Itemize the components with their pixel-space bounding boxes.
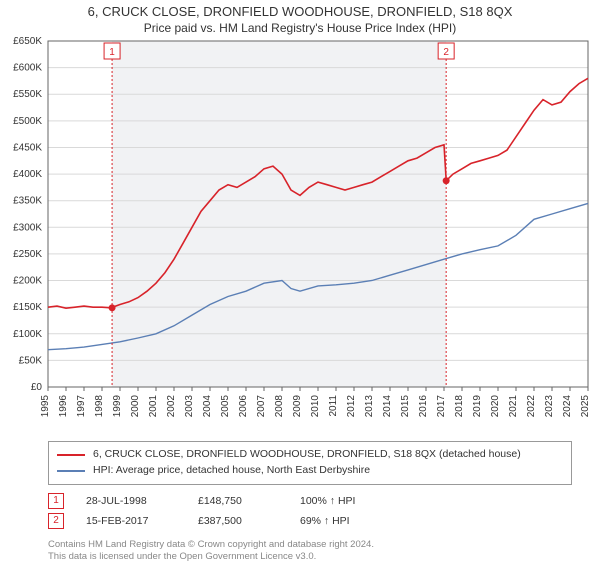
title-sub: Price paid vs. HM Land Registry's House … [0, 21, 600, 35]
svg-text:£150K: £150K [13, 302, 42, 313]
svg-text:2023: 2023 [544, 395, 555, 418]
svg-text:2004: 2004 [202, 395, 213, 418]
svg-text:2012: 2012 [346, 395, 357, 418]
sale-row: 2 15-FEB-2017 £387,500 69% ↑ HPI [48, 511, 572, 531]
svg-text:2020: 2020 [490, 395, 501, 418]
svg-text:2005: 2005 [220, 395, 231, 418]
sale-price: £387,500 [198, 515, 278, 527]
svg-text:£100K: £100K [13, 329, 42, 340]
svg-text:2022: 2022 [526, 395, 537, 418]
svg-text:£250K: £250K [13, 249, 42, 260]
svg-text:2015: 2015 [400, 395, 411, 418]
svg-text:2010: 2010 [310, 395, 321, 418]
svg-text:£500K: £500K [13, 116, 42, 127]
svg-text:2016: 2016 [418, 395, 429, 418]
sale-price: £148,750 [198, 495, 278, 507]
svg-text:2: 2 [443, 47, 449, 58]
footer-line: This data is licensed under the Open Gov… [48, 551, 572, 563]
legend: 6, CRUCK CLOSE, DRONFIELD WOODHOUSE, DRO… [48, 441, 572, 485]
svg-text:2000: 2000 [130, 395, 141, 418]
svg-text:2007: 2007 [256, 395, 267, 418]
svg-text:2024: 2024 [562, 395, 573, 418]
svg-text:£650K: £650K [13, 36, 42, 47]
svg-text:1995: 1995 [40, 395, 51, 418]
sale-point-1 [109, 304, 116, 311]
svg-text:£200K: £200K [13, 276, 42, 287]
svg-text:£0: £0 [31, 382, 43, 393]
svg-text:2017: 2017 [436, 395, 447, 418]
svg-text:£600K: £600K [13, 63, 42, 74]
svg-text:2002: 2002 [166, 395, 177, 418]
svg-text:2021: 2021 [508, 395, 519, 418]
sale-date: 15-FEB-2017 [86, 515, 176, 527]
title-main: 6, CRUCK CLOSE, DRONFIELD WOODHOUSE, DRO… [0, 4, 600, 19]
chart-area: £0 £50K £100K £150K £200K £250K £300K £350K £400… [0, 35, 600, 435]
sale-pct: 100% ↑ HPI [300, 495, 400, 507]
svg-text:£450K: £450K [13, 142, 42, 153]
footer: Contains HM Land Registry data © Crown c… [48, 539, 572, 563]
footer-line: Contains HM Land Registry data © Crown c… [48, 539, 572, 551]
svg-text:2025: 2025 [580, 395, 591, 418]
legend-item: 6, CRUCK CLOSE, DRONFIELD WOODHOUSE, DRO… [57, 447, 563, 463]
svg-text:2008: 2008 [274, 395, 285, 418]
chart-container: 6, CRUCK CLOSE, DRONFIELD WOODHOUSE, DRO… [0, 0, 600, 560]
svg-text:£50K: £50K [19, 355, 43, 366]
sale-row: 1 28-JUL-1998 £148,750 100% ↑ HPI [48, 491, 572, 511]
svg-text:1999: 1999 [112, 395, 123, 418]
sales-table: 1 28-JUL-1998 £148,750 100% ↑ HPI 2 15-FEB-20… [48, 491, 572, 531]
titles: 6, CRUCK CLOSE, DRONFIELD WOODHOUSE, DRO… [0, 0, 600, 35]
legend-label: HPI: Average price, detached house, Nort… [93, 463, 370, 479]
svg-text:2009: 2009 [292, 395, 303, 418]
svg-text:2003: 2003 [184, 395, 195, 418]
legend-label: 6, CRUCK CLOSE, DRONFIELD WOODHOUSE, DRO… [93, 447, 521, 463]
svg-text:1996: 1996 [58, 395, 69, 418]
chart-svg: £0 £50K £100K £150K £200K £250K £300K £350K £400… [0, 35, 600, 435]
legend-swatch [57, 470, 85, 472]
svg-text:2014: 2014 [382, 395, 393, 418]
svg-text:£400K: £400K [13, 169, 42, 180]
legend-swatch [57, 454, 85, 456]
svg-text:1997: 1997 [76, 395, 87, 418]
sale-date: 28-JUL-1998 [86, 495, 176, 507]
sale-point-2 [443, 177, 450, 184]
sale-pct: 69% ↑ HPI [300, 515, 400, 527]
sale-badge: 1 [48, 493, 64, 509]
legend-item: HPI: Average price, detached house, Nort… [57, 463, 563, 479]
svg-text:£300K: £300K [13, 222, 42, 233]
sale-badge: 2 [48, 513, 64, 529]
svg-text:£550K: £550K [13, 89, 42, 100]
svg-text:£350K: £350K [13, 196, 42, 207]
svg-text:2011: 2011 [328, 395, 339, 417]
svg-text:1998: 1998 [94, 395, 105, 418]
svg-text:1: 1 [109, 47, 115, 58]
svg-text:2013: 2013 [364, 395, 375, 418]
svg-text:2018: 2018 [454, 395, 465, 418]
svg-text:2006: 2006 [238, 395, 249, 418]
svg-text:2001: 2001 [148, 395, 159, 418]
svg-text:2019: 2019 [472, 395, 483, 418]
